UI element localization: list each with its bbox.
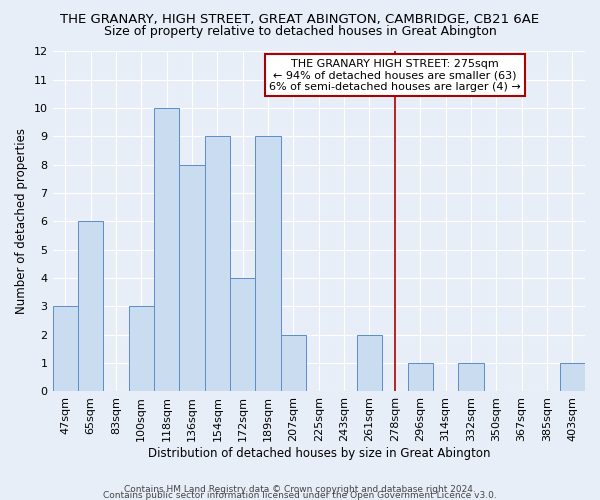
Bar: [154, 108, 179, 392]
Text: Contains HM Land Registry data © Crown copyright and database right 2024.: Contains HM Land Registry data © Crown c…: [124, 484, 476, 494]
Bar: [205, 136, 230, 392]
Bar: [128, 306, 154, 392]
Text: Size of property relative to detached houses in Great Abington: Size of property relative to detached ho…: [104, 25, 496, 38]
Bar: [78, 222, 103, 392]
Text: THE GRANARY HIGH STREET: 275sqm
← 94% of detached houses are smaller (63)
6% of : THE GRANARY HIGH STREET: 275sqm ← 94% of…: [269, 58, 521, 92]
Bar: [458, 363, 484, 392]
Bar: [357, 335, 382, 392]
Bar: [230, 278, 256, 392]
Bar: [560, 363, 585, 392]
Bar: [281, 335, 306, 392]
Text: Contains public sector information licensed under the Open Government Licence v3: Contains public sector information licen…: [103, 491, 497, 500]
X-axis label: Distribution of detached houses by size in Great Abington: Distribution of detached houses by size …: [148, 447, 490, 460]
Bar: [407, 363, 433, 392]
Bar: [179, 165, 205, 392]
Bar: [256, 136, 281, 392]
Text: THE GRANARY, HIGH STREET, GREAT ABINGTON, CAMBRIDGE, CB21 6AE: THE GRANARY, HIGH STREET, GREAT ABINGTON…: [61, 12, 539, 26]
Y-axis label: Number of detached properties: Number of detached properties: [15, 128, 28, 314]
Bar: [53, 306, 78, 392]
